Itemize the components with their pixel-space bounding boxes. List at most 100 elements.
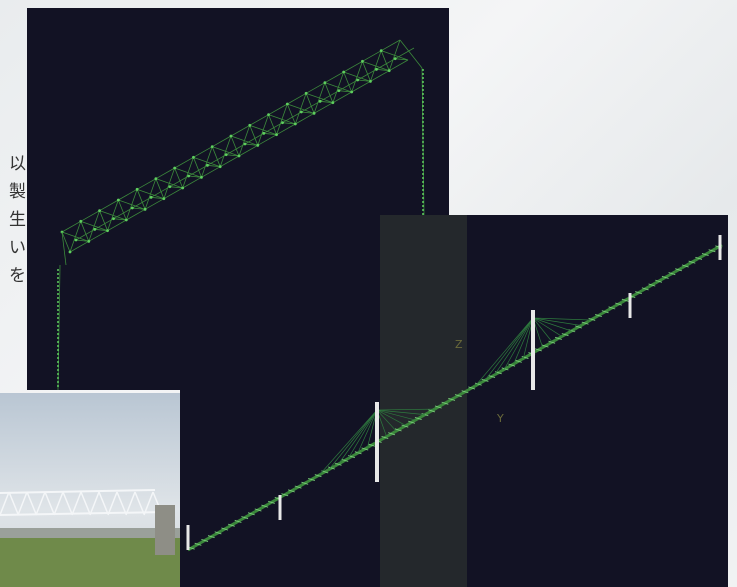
member — [211, 146, 221, 167]
member — [117, 199, 127, 221]
node — [57, 305, 59, 307]
node — [98, 209, 101, 213]
member — [635, 291, 643, 295]
node — [57, 285, 59, 287]
member — [0, 511, 166, 516]
member — [94, 228, 108, 232]
node — [256, 143, 260, 147]
member — [98, 491, 109, 515]
node — [422, 209, 424, 211]
node — [342, 70, 346, 74]
member — [494, 317, 534, 376]
node — [350, 90, 354, 94]
member — [276, 103, 288, 135]
node — [422, 93, 424, 95]
node — [57, 329, 59, 331]
node — [237, 154, 241, 158]
member — [308, 477, 315, 481]
node — [318, 99, 322, 103]
member — [351, 80, 371, 93]
side-char: 以 — [9, 154, 26, 174]
node — [57, 361, 59, 363]
member — [71, 491, 82, 516]
node — [57, 345, 59, 347]
side-char: 製 — [9, 182, 26, 202]
node — [262, 131, 266, 135]
member — [475, 317, 534, 387]
node — [422, 109, 424, 111]
node — [154, 177, 158, 181]
node — [106, 229, 109, 233]
node — [57, 353, 59, 355]
member — [144, 178, 157, 210]
member — [695, 256, 703, 260]
node — [57, 321, 59, 323]
member — [249, 125, 259, 146]
node — [422, 145, 424, 147]
node — [57, 357, 59, 359]
member — [69, 221, 82, 253]
bridge-model — [186, 235, 723, 552]
node — [422, 81, 424, 83]
member — [428, 409, 436, 413]
node — [57, 341, 59, 343]
member — [332, 91, 352, 104]
member — [388, 432, 396, 436]
member — [351, 61, 363, 93]
member — [244, 143, 258, 146]
member — [376, 409, 416, 421]
member — [461, 390, 469, 394]
pier — [718, 235, 722, 260]
node — [422, 169, 424, 171]
member — [434, 405, 442, 409]
node — [200, 175, 203, 179]
member — [163, 167, 176, 199]
member — [320, 100, 333, 104]
member — [376, 409, 426, 415]
member — [655, 279, 663, 283]
member — [174, 167, 184, 189]
node — [224, 153, 228, 157]
member — [99, 199, 119, 212]
member — [362, 61, 371, 82]
member — [0, 491, 10, 516]
node — [422, 117, 424, 119]
node — [356, 78, 360, 82]
member — [441, 401, 449, 405]
node — [293, 122, 297, 126]
node — [323, 81, 327, 85]
node — [57, 313, 59, 315]
member — [247, 512, 255, 516]
side-char: を — [9, 266, 26, 286]
member — [193, 157, 202, 178]
member — [254, 508, 262, 512]
node — [57, 333, 59, 335]
member — [324, 71, 344, 84]
member — [151, 196, 164, 200]
node — [124, 218, 128, 222]
member — [241, 516, 249, 520]
member — [26, 491, 37, 515]
member — [201, 538, 209, 542]
member — [388, 39, 401, 71]
node — [74, 238, 78, 242]
node — [192, 155, 195, 159]
axis-label: Y — [496, 412, 504, 425]
member — [220, 155, 240, 168]
member — [214, 531, 222, 535]
member — [376, 408, 435, 411]
member — [376, 409, 397, 432]
member — [99, 210, 108, 231]
viewport-band — [380, 215, 467, 587]
member — [468, 386, 476, 390]
member — [136, 178, 157, 190]
node — [87, 239, 91, 243]
member — [136, 189, 146, 210]
node — [57, 365, 59, 367]
member — [155, 178, 165, 199]
member — [701, 253, 709, 257]
node — [181, 186, 185, 190]
node — [422, 85, 424, 87]
node — [331, 101, 335, 105]
member — [194, 542, 202, 546]
